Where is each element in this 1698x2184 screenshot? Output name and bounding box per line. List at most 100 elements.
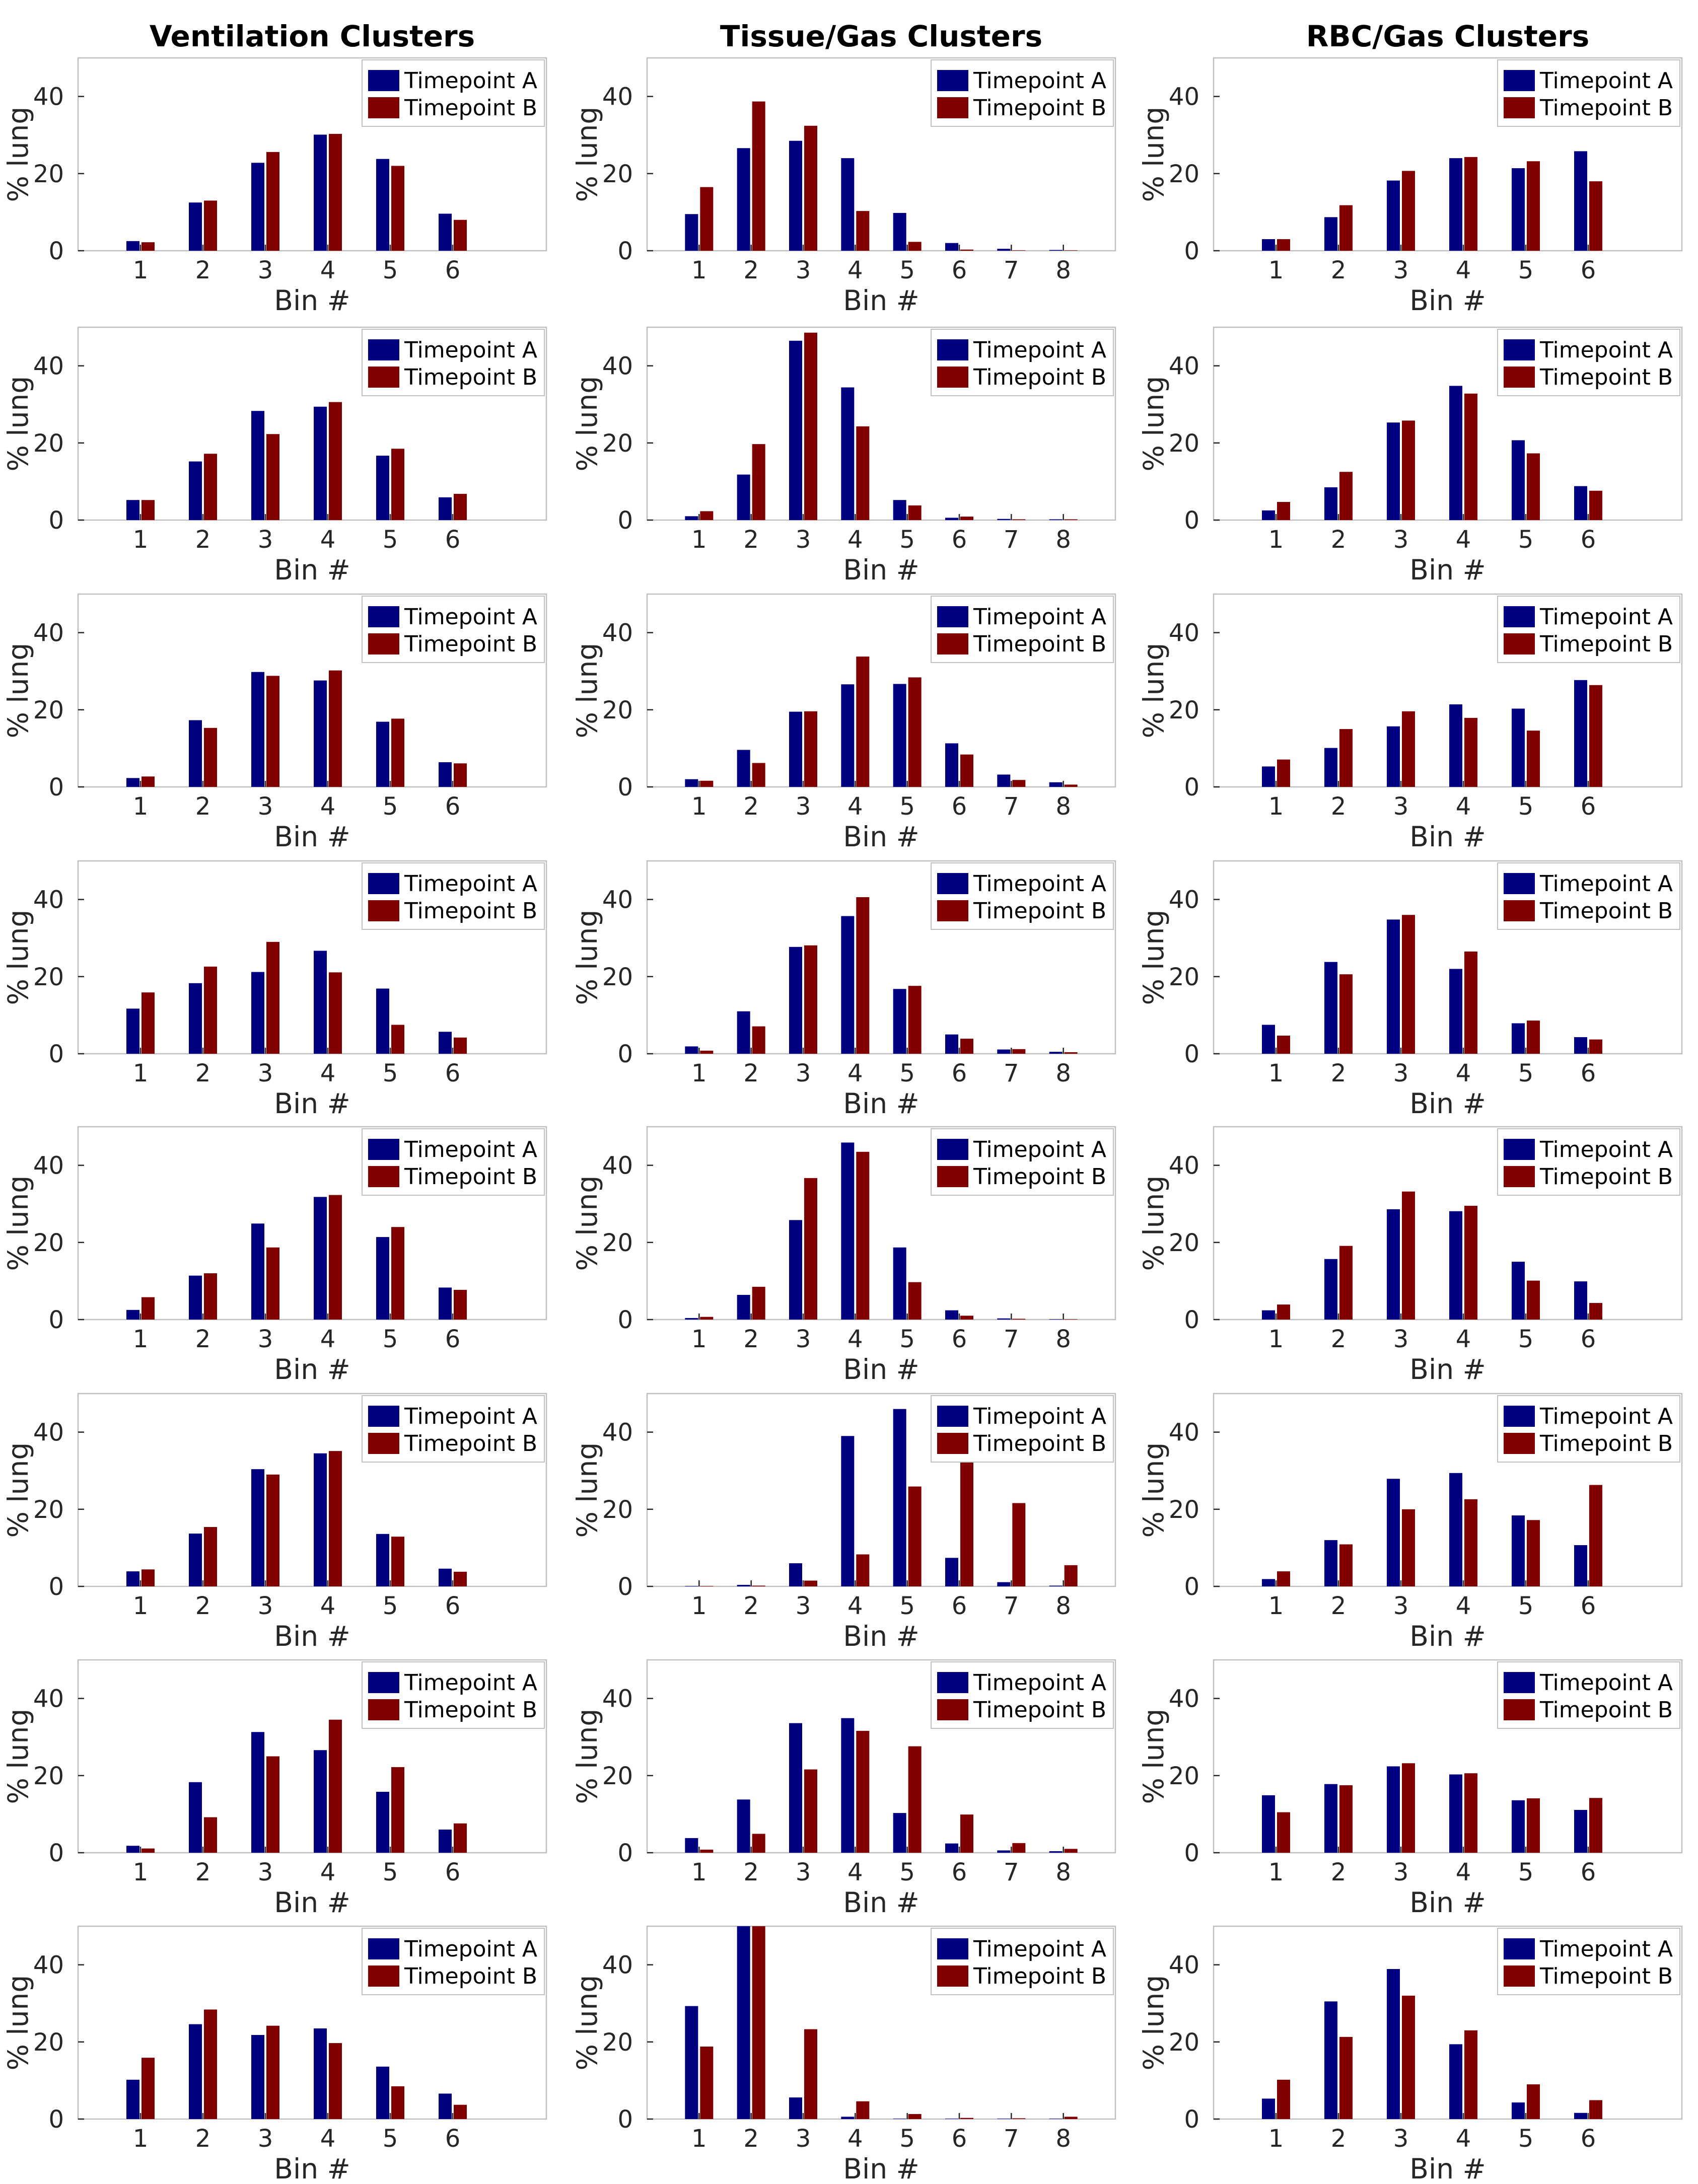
- bar-r2c2-a-1: [685, 516, 698, 520]
- bar-r3c1-b-3: [266, 676, 279, 787]
- bar-r5c1-a-6: [439, 1287, 452, 1320]
- ytick-label-r4c2-40: 40: [602, 886, 633, 914]
- bar-r7c3-b-2: [1339, 1785, 1353, 1853]
- ytick-label-r7c2-20: 20: [602, 1762, 633, 1790]
- xtick-label-r8c2-3: 3: [796, 2125, 811, 2153]
- legend-label-r2c3-b: Timepoint B: [1539, 365, 1673, 390]
- bar-r7c1-a-3: [251, 1732, 264, 1853]
- ytick-label-r4c2-20: 20: [602, 963, 633, 991]
- ylabel-r5c2: % lung: [571, 1176, 603, 1271]
- bar-r2c3-b-3: [1402, 420, 1415, 520]
- xtick-label-r8c3-1: 1: [1268, 2125, 1284, 2153]
- bar-r4c2-a-4: [841, 916, 855, 1054]
- xtick-label-r8c2-8: 8: [1055, 2125, 1071, 2153]
- ytick-label-r5c2-0: 0: [617, 1306, 633, 1334]
- bar-r3c3-b-2: [1339, 729, 1353, 787]
- bar-r7c1-a-2: [189, 1782, 202, 1853]
- bar-r8c2-b-5: [908, 2114, 922, 2119]
- xtick-label-r5c3-2: 2: [1331, 1325, 1347, 1353]
- bar-r1c3-b-4: [1464, 157, 1477, 251]
- xtick-label-r1c2-8: 8: [1055, 256, 1071, 284]
- bar-r5c2-b-2: [752, 1286, 765, 1320]
- bar-r5c3-b-4: [1464, 1206, 1477, 1320]
- bar-r1c1-a-4: [314, 134, 327, 251]
- legend-swatch-r8c2-a: [937, 1938, 968, 1959]
- bar-r3c2-b-8: [1064, 784, 1078, 787]
- bar-r7c3-a-1: [1262, 1795, 1275, 1853]
- bar-r3c1-a-5: [376, 721, 389, 787]
- legend-swatch-r6c1-a: [368, 1406, 399, 1427]
- bar-r7c1-b-5: [391, 1767, 404, 1853]
- ytick-label-r2c1-20: 20: [33, 429, 64, 458]
- legend-swatch-r2c2-a: [937, 339, 968, 360]
- xtick-label-r1c2-4: 4: [847, 256, 863, 284]
- xlabel-r2c1: Bin #: [274, 554, 350, 586]
- xtick-label-r6c2-4: 4: [847, 1592, 863, 1620]
- xtick-label-r7c2-8: 8: [1055, 1858, 1071, 1886]
- bar-r3c1-a-6: [439, 762, 452, 787]
- bar-r7c2-b-5: [908, 1746, 922, 1853]
- xlabel-r7c2: Bin #: [843, 1886, 919, 1919]
- ytick-label-r7c1-20: 20: [33, 1762, 64, 1790]
- legend-label-r4c2-a: Timepoint A: [973, 871, 1106, 897]
- xtick-label-r7c1-6: 6: [445, 1858, 461, 1886]
- bar-r1c3-a-1: [1262, 239, 1275, 251]
- xtick-label-r6c2-8: 8: [1055, 1592, 1071, 1620]
- bar-r3c1-a-2: [189, 720, 202, 787]
- bar-r6c3-a-3: [1387, 1479, 1400, 1586]
- bar-r1c3-a-3: [1387, 180, 1400, 251]
- xtick-label-r1c1-4: 4: [320, 256, 336, 284]
- ytick-label-r5c1-0: 0: [48, 1306, 64, 1334]
- xlabel-r6c1: Bin #: [274, 1620, 350, 1652]
- ytick-label-r7c1-40: 40: [33, 1685, 64, 1713]
- bar-r8c1-a-4: [314, 2028, 327, 2119]
- legend-label-r4c3-a: Timepoint A: [1539, 871, 1673, 897]
- xtick-label-r1c3-1: 1: [1268, 256, 1284, 284]
- xtick-label-r4c1-3: 3: [258, 1059, 273, 1087]
- bar-r2c1-a-2: [189, 461, 202, 520]
- xtick-label-r7c1-5: 5: [383, 1858, 398, 1886]
- bar-r1c1-b-1: [142, 242, 155, 251]
- legend-label-r4c1-b: Timepoint B: [404, 898, 537, 924]
- bar-r4c2-a-5: [893, 989, 906, 1054]
- bar-r7c2-b-4: [856, 1730, 870, 1853]
- bar-r5c3-a-2: [1324, 1259, 1337, 1320]
- bar-r5c1-a-3: [251, 1223, 264, 1320]
- bar-r2c1-a-4: [314, 406, 327, 520]
- xtick-label-r4c3-1: 1: [1268, 1059, 1284, 1087]
- bar-r2c2-a-3: [789, 340, 802, 520]
- bar-r6c2-a-3: [789, 1563, 802, 1586]
- xtick-label-r6c2-3: 3: [796, 1592, 811, 1620]
- bar-r1c3-b-1: [1277, 239, 1290, 251]
- legend-label-r3c3-b: Timepoint B: [1539, 631, 1673, 657]
- bar-r1c3-b-5: [1527, 161, 1540, 251]
- xtick-label-r5c3-6: 6: [1581, 1325, 1596, 1353]
- xtick-label-r1c3-4: 4: [1456, 256, 1471, 284]
- bar-r5c3-b-2: [1339, 1246, 1353, 1320]
- bar-r4c1-b-1: [142, 992, 155, 1054]
- xtick-label-r8c1-2: 2: [195, 2125, 211, 2153]
- legend-swatch-r5c2-a: [937, 1139, 968, 1160]
- bar-r3c2-b-6: [960, 754, 973, 787]
- bar-r1c1-b-3: [266, 152, 279, 251]
- bar-r3c2-b-7: [1012, 780, 1026, 787]
- bar-r6c1-a-4: [314, 1453, 327, 1586]
- bar-r7c3-a-2: [1324, 1784, 1337, 1853]
- xtick-label-r7c2-4: 4: [847, 1858, 863, 1886]
- bar-r7c3-a-5: [1512, 1800, 1525, 1853]
- xtick-label-r4c2-8: 8: [1055, 1059, 1071, 1087]
- xtick-label-r4c2-7: 7: [1004, 1059, 1019, 1087]
- bar-r2c1-b-3: [266, 434, 279, 520]
- xtick-label-r5c2-4: 4: [847, 1325, 863, 1353]
- ylabel-r8c1: % lung: [2, 1975, 34, 2071]
- bar-r6c2-a-8: [1049, 1585, 1063, 1586]
- xtick-label-r3c1-5: 5: [383, 792, 398, 821]
- ytick-label-r1c3-20: 20: [1169, 160, 1199, 188]
- bar-r4c1-a-6: [439, 1032, 452, 1054]
- bar-r6c2-b-3: [804, 1580, 817, 1586]
- bar-r7c1-b-4: [329, 1719, 342, 1853]
- bar-r6c2-a-2: [737, 1584, 750, 1586]
- bar-r4c1-b-5: [391, 1025, 404, 1054]
- ylabel-r6c3: % lung: [1138, 1442, 1170, 1538]
- xlabel-r7c3: Bin #: [1409, 1886, 1485, 1919]
